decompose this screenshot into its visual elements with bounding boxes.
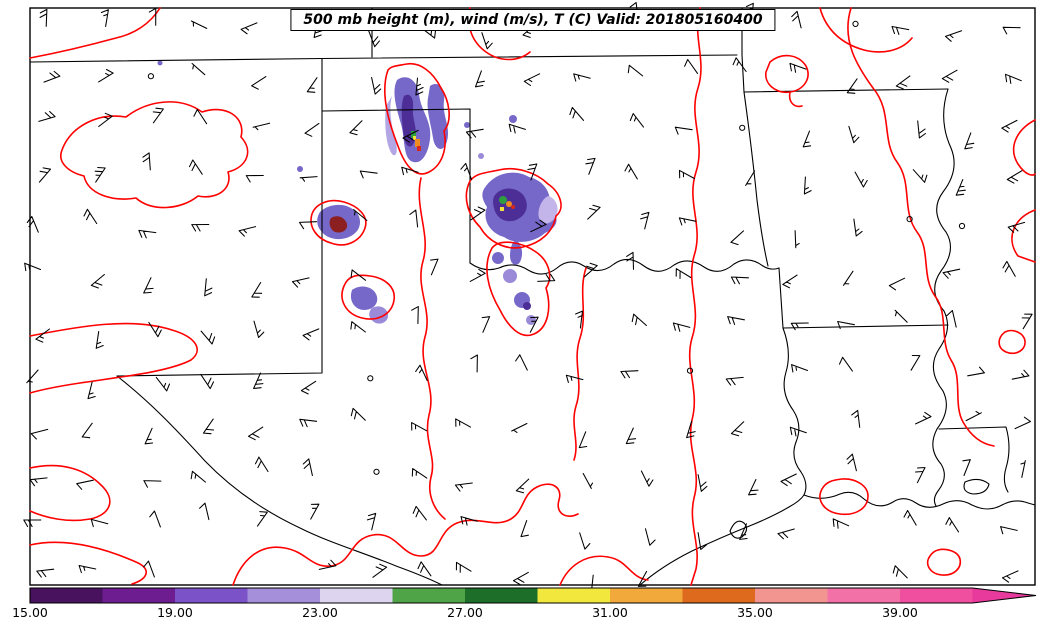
temp-contour bbox=[486, 241, 551, 337]
shaded-blob bbox=[510, 240, 523, 265]
colorbar-segment bbox=[900, 588, 973, 603]
state-border-nm-tx bbox=[116, 57, 323, 377]
louisiana-gulf-coast bbox=[803, 491, 1036, 510]
temp-contour bbox=[60, 101, 249, 209]
calm-wind-circle bbox=[906, 216, 913, 223]
shaded-core bbox=[411, 131, 416, 138]
plot-title: 500 mb height (m), wind (m/s), T (C) Val… bbox=[290, 9, 776, 31]
temperature-contours-layer bbox=[29, 7, 1036, 586]
texas-gulf-coast bbox=[639, 494, 805, 586]
temp-contour bbox=[765, 54, 809, 94]
temp-contour bbox=[819, 478, 869, 516]
colorbar-segment bbox=[30, 588, 103, 603]
shaded-blob bbox=[503, 269, 517, 283]
shaded-core bbox=[511, 205, 515, 209]
shaded-dot bbox=[297, 166, 303, 172]
shaded-core bbox=[413, 136, 416, 140]
colorbar: 15.00 19.00 23.00 27.00 31.00 35.00 39.00 bbox=[12, 587, 1037, 620]
colorbar-tick-label: 31.00 bbox=[592, 605, 628, 620]
colorbar-segment bbox=[102, 588, 175, 603]
temp-contour bbox=[465, 168, 562, 249]
temp-contour bbox=[1011, 209, 1036, 263]
colorbar-tick-label: 39.00 bbox=[882, 605, 918, 620]
temp-contour bbox=[310, 199, 367, 246]
shaded-blob bbox=[350, 286, 378, 310]
shaded-core bbox=[329, 216, 348, 233]
colorbar-segment bbox=[610, 588, 683, 603]
calm-wind-circle bbox=[852, 20, 859, 27]
shaded-blob bbox=[492, 252, 504, 264]
shaded-core bbox=[415, 139, 420, 147]
temp-contour bbox=[573, 267, 587, 461]
colorbar-tick-label: 23.00 bbox=[302, 605, 338, 620]
mississippi-river-border bbox=[932, 88, 955, 507]
temp-contour bbox=[688, 7, 702, 586]
state-borders-layer bbox=[29, 7, 1036, 586]
state-border-la-ms bbox=[938, 426, 1010, 493]
colorbar-tick-label: 35.00 bbox=[737, 605, 773, 620]
shaded-dot bbox=[157, 60, 163, 66]
colorbar-segment bbox=[320, 588, 393, 603]
galveston-bay bbox=[729, 520, 748, 539]
colorbar-tick-label: 15.00 bbox=[12, 605, 48, 620]
colorbar-segment bbox=[465, 588, 538, 603]
calm-wind-circle bbox=[147, 73, 154, 80]
rio-grande-border bbox=[116, 375, 443, 586]
calm-wind-circle bbox=[739, 124, 746, 131]
temp-contour bbox=[232, 483, 579, 586]
temp-contour bbox=[29, 7, 161, 59]
temp-contour bbox=[418, 177, 446, 520]
shaded-field-layer bbox=[157, 60, 558, 325]
colorbar-outline bbox=[29, 587, 1037, 604]
colorbar-segment bbox=[827, 588, 900, 603]
temp-contour bbox=[29, 322, 198, 394]
colorbar-segment bbox=[175, 588, 248, 603]
temp-contour bbox=[998, 329, 1026, 355]
state-border-ok-ar bbox=[743, 91, 769, 267]
wind-barbs-layer bbox=[23, 1, 1033, 593]
calm-wind-circle bbox=[373, 468, 380, 475]
state-border-ar-la bbox=[778, 267, 949, 329]
colorbar-segment bbox=[392, 588, 465, 603]
temp-contour bbox=[847, 7, 995, 447]
colorbar-segment bbox=[247, 588, 320, 603]
calm-wind-circle bbox=[367, 375, 374, 382]
shaded-core bbox=[417, 146, 421, 151]
lake-pontchartrain bbox=[963, 478, 990, 495]
wind-barbs bbox=[23, 1, 1033, 593]
shaded-core bbox=[499, 196, 507, 204]
temp-contour bbox=[384, 63, 450, 175]
shaded-blob bbox=[538, 196, 558, 224]
state-border-37n bbox=[29, 54, 738, 63]
plot-frame bbox=[29, 7, 1036, 586]
calm-wind-circle bbox=[686, 367, 694, 374]
temp-contour bbox=[926, 548, 962, 576]
calm-wind-circle bbox=[958, 222, 966, 230]
shaded-dot bbox=[464, 122, 470, 128]
colorbar-segment bbox=[537, 588, 610, 603]
temp-contour bbox=[29, 541, 147, 585]
sabine-river-border bbox=[782, 327, 807, 496]
colorbar-segment bbox=[755, 588, 828, 603]
shaded-dot bbox=[478, 153, 484, 159]
shaded-core bbox=[500, 207, 504, 211]
colorbar-tick-label: 19.00 bbox=[157, 605, 193, 620]
colorbar-tick-label: 27.00 bbox=[447, 605, 483, 620]
shaded-blob bbox=[523, 302, 531, 310]
colorbar-segment bbox=[682, 588, 755, 603]
temp-contour bbox=[788, 91, 803, 108]
temp-contour bbox=[819, 7, 913, 53]
shaded-core bbox=[506, 201, 512, 207]
shaded-dot bbox=[509, 115, 517, 123]
temp-contour bbox=[1012, 119, 1036, 176]
temp-contour bbox=[559, 555, 649, 586]
colorbar-extend-arrow bbox=[972, 588, 1036, 603]
shaded-blob bbox=[427, 83, 449, 149]
temp-contour bbox=[29, 464, 111, 522]
